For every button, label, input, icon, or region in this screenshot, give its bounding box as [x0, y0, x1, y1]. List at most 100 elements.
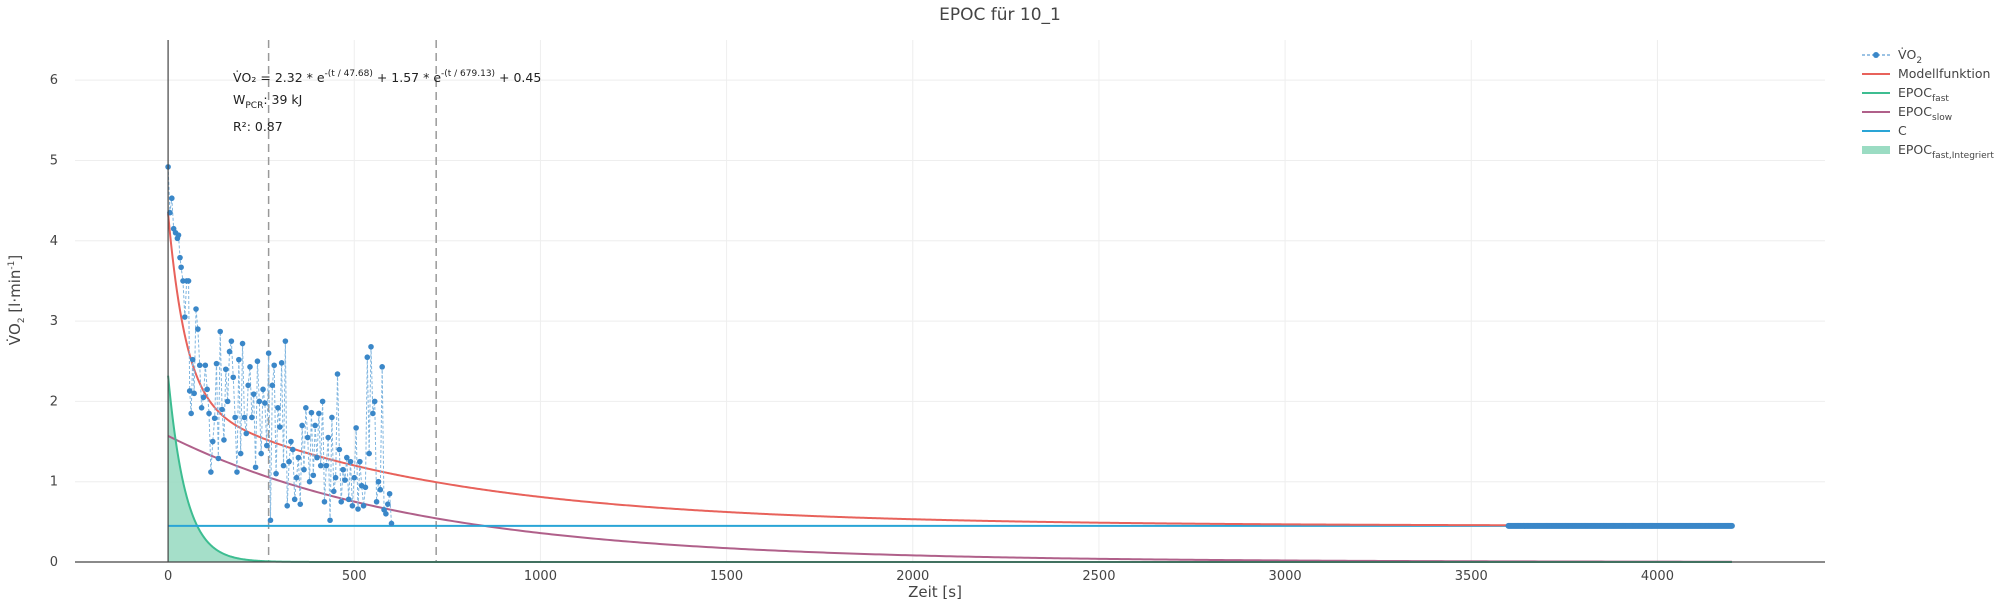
vo2-point [347, 458, 354, 465]
vo2-point [177, 254, 183, 261]
vo2-point [267, 517, 274, 524]
legend-label: EPOCslow [1898, 104, 1952, 123]
vo2-point [236, 356, 242, 363]
vo2-point [273, 470, 279, 477]
vo2-point [262, 400, 268, 406]
vo2-point [330, 488, 337, 495]
y-tick-label: 4 [50, 234, 58, 249]
x-tick-label: 1000 [524, 569, 557, 584]
vo2-point [228, 338, 235, 344]
legend-item-vo2: V̇O2 [1862, 47, 1922, 66]
vo2-point [344, 454, 350, 461]
vo2-point [299, 422, 305, 429]
vo2-point [286, 458, 292, 465]
legend-label: V̇O2 [1898, 47, 1922, 66]
vo2-point [208, 469, 214, 475]
vo2-point [241, 414, 248, 421]
vo2-point [188, 410, 194, 417]
vo2-point [325, 434, 331, 441]
work-annotation: WPCR: 39 kJ [233, 92, 302, 111]
vo2-point [280, 462, 287, 469]
vo2-point [243, 430, 250, 437]
vo2-point [375, 478, 382, 485]
y-tick-label: 2 [50, 394, 58, 409]
vo2-point [306, 478, 313, 485]
x-tick-label: 1500 [710, 569, 743, 584]
vo2-point [189, 356, 196, 363]
vo2-point [175, 232, 182, 238]
vo2-point [368, 343, 374, 350]
vo2-point [383, 511, 389, 517]
vo2-points [165, 164, 1735, 529]
vo2-point [312, 422, 318, 429]
vo2-point [263, 442, 270, 449]
vo2-point [230, 374, 237, 381]
vo2-point [316, 410, 322, 417]
vo2-point [256, 398, 263, 405]
vo2-point [295, 454, 302, 461]
vo2-point [386, 490, 393, 497]
vo2-point [360, 502, 367, 509]
vo2-point [211, 415, 218, 422]
vo2-point [355, 506, 361, 512]
vo2-point [252, 464, 259, 471]
vo2-point [371, 398, 378, 405]
vo2-point [293, 474, 300, 481]
vo2-point [215, 455, 222, 462]
vo2-point [247, 364, 253, 370]
vo2-point [379, 364, 385, 370]
vo2-point [290, 446, 296, 453]
x-tick-label: 2000 [896, 569, 929, 584]
vo2-point [226, 348, 233, 355]
vo2-point [291, 496, 298, 503]
vo2-point [373, 498, 380, 505]
vo2-point [217, 328, 224, 335]
vo2-point [209, 438, 216, 445]
vo2-point [388, 520, 395, 527]
vo2-point [303, 405, 309, 411]
vo2-point [191, 390, 197, 397]
y-axis-title: V̇O2 [l·min-1] [5, 255, 27, 346]
vo2-point [297, 501, 304, 507]
vo2-point [232, 414, 238, 421]
vo2-point [336, 446, 343, 453]
vo2-point [265, 350, 272, 357]
x-axis-title: Zeit [s] [908, 583, 962, 600]
vo2-point [237, 450, 244, 457]
series-lines [167, 213, 1732, 563]
vo2-point [200, 394, 207, 401]
x-tick-label: 0 [164, 569, 172, 584]
vo2-point [224, 398, 231, 405]
x-tick-label: 2500 [1082, 569, 1115, 584]
vo2-point [193, 306, 199, 312]
vo2-point [195, 326, 201, 332]
vo2-point [323, 462, 330, 469]
vo2-point [327, 517, 333, 524]
epoc-fast-integrated-area [168, 375, 325, 562]
vo2-point [254, 358, 261, 365]
vo2-point [198, 405, 205, 411]
vo2-point [269, 382, 276, 389]
legend-item-model: Modellfunktion [1862, 66, 1990, 81]
legend-swatch [1862, 146, 1890, 154]
vo2-point [204, 386, 210, 393]
vo2-point [278, 360, 285, 366]
vo2-point [202, 362, 209, 369]
vo2-point [196, 362, 203, 369]
vo2-point [249, 414, 255, 421]
vo2-point [329, 414, 335, 421]
vo2-point [260, 386, 266, 393]
epoc-slow-line [167, 435, 1732, 563]
grid-lines [75, 40, 1825, 563]
vo2-point [282, 338, 289, 344]
vo2-point [271, 362, 278, 369]
vo2-point [332, 474, 339, 481]
vo2-point [340, 466, 346, 473]
epoc-fast-line [167, 375, 1732, 563]
x-tick-label: 4000 [1641, 569, 1674, 584]
y-tick-label: 1 [50, 475, 58, 490]
vo2-point [213, 360, 220, 367]
baseline-point [1728, 522, 1735, 529]
x-tick-label: 3000 [1269, 569, 1302, 584]
